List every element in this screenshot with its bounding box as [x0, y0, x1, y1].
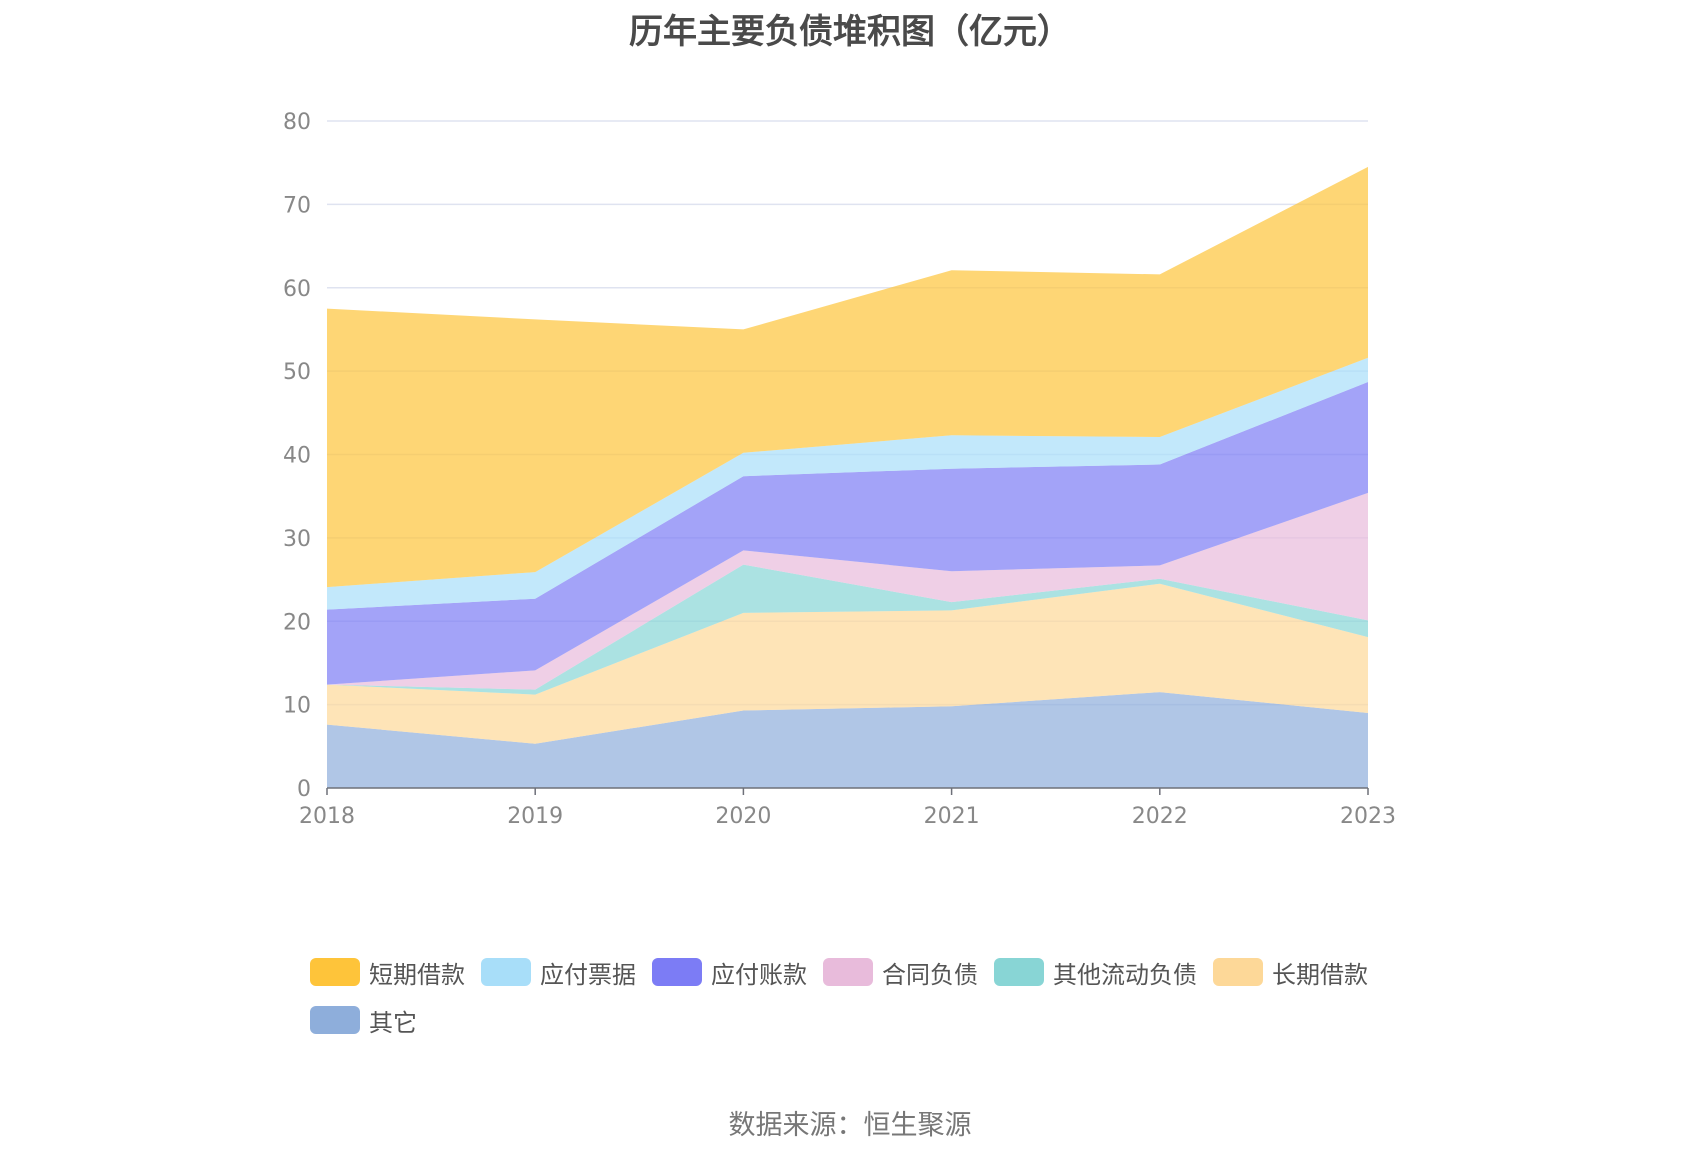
x-tick-label: 2020 — [715, 804, 771, 829]
y-tick-label: 40 — [283, 444, 311, 469]
legend-swatch — [994, 958, 1044, 986]
y-tick-label: 0 — [297, 777, 311, 802]
area-series-6[interactable] — [327, 166, 1368, 588]
legend-label: 合同负债 — [882, 960, 978, 989]
area-series-0[interactable] — [327, 692, 1368, 788]
legend-swatch — [652, 958, 702, 986]
legend-label: 应付票据 — [540, 960, 636, 989]
legend-label: 长期借款 — [1272, 960, 1368, 989]
area-series-5[interactable] — [327, 357, 1368, 610]
legend-swatch — [1213, 958, 1263, 986]
legend-item[interactable]: 其它 — [310, 996, 417, 1044]
x-tick-label: 2021 — [924, 804, 980, 829]
legend-item[interactable]: 合同负债 — [823, 948, 978, 996]
y-tick-label: 80 — [283, 110, 311, 135]
legend-label: 其它 — [369, 1008, 417, 1037]
area-series-1[interactable] — [327, 583, 1368, 744]
y-tick-label: 70 — [283, 193, 311, 218]
legend-label: 其他流动负债 — [1053, 960, 1197, 989]
legend-item[interactable]: 短期借款 — [310, 948, 465, 996]
y-tick-label: 60 — [283, 277, 311, 302]
x-tick-label: 2022 — [1132, 804, 1188, 829]
y-tick-label: 20 — [283, 610, 311, 635]
legend-swatch — [823, 958, 873, 986]
x-tick-label: 2019 — [507, 804, 563, 829]
x-tick-label: 2018 — [299, 804, 355, 829]
legend: 短期借款 应付票据 应付账款 合同负债 其他流动负债 长期借款其它 — [310, 948, 1430, 1044]
area-series-4[interactable] — [327, 382, 1368, 685]
x-tick-label: 2023 — [1340, 804, 1396, 829]
axes: 0 10 20 30 40 50 60 70 80 2018 2019 2020 2021 2022 202… — [283, 110, 1396, 829]
legend-item[interactable]: 应付账款 — [652, 948, 807, 996]
legend-label: 短期借款 — [369, 960, 465, 989]
legend-swatch — [310, 958, 360, 986]
legend-swatch — [310, 1006, 360, 1034]
chart-title: 历年主要负债堆积图（亿元） — [629, 12, 1071, 52]
area-series — [327, 166, 1368, 788]
y-tick-label: 50 — [283, 360, 311, 385]
legend-label: 应付账款 — [711, 960, 807, 989]
y-tick-label: 30 — [283, 527, 311, 552]
area-series-3[interactable] — [327, 492, 1368, 690]
legend-item[interactable]: 其他流动负债 — [994, 948, 1197, 996]
area-series-2[interactable] — [327, 564, 1368, 695]
legend-item[interactable]: 应付票据 — [481, 948, 636, 996]
legend-item[interactable]: 长期借款 — [1213, 948, 1368, 996]
data-source: 数据来源：恒生聚源 — [728, 1110, 972, 1141]
legend-swatch — [481, 958, 531, 986]
y-tick-label: 10 — [283, 694, 311, 719]
